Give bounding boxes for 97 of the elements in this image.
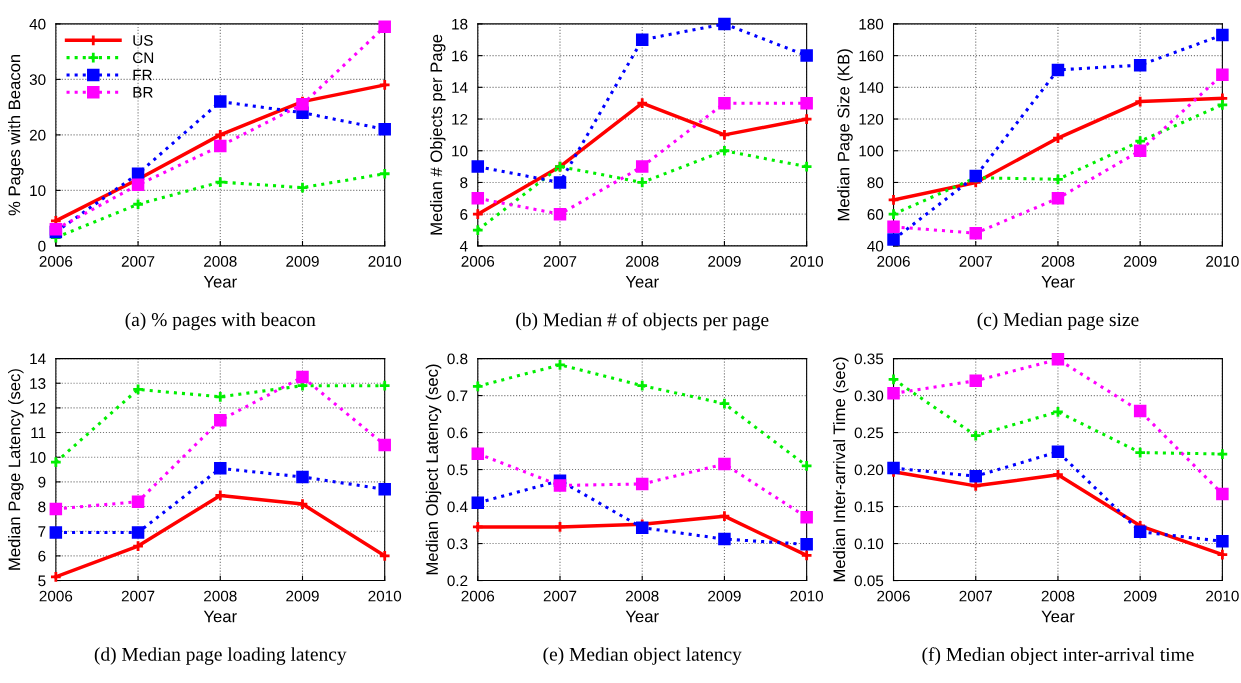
- x-tick-label: 2007: [959, 256, 992, 267]
- y-tick-label: 7: [38, 526, 46, 537]
- text: (c) Median page size: [977, 312, 1139, 331]
- text: (a) % pages with beacon: [125, 312, 316, 331]
- x-axis-title: Year: [1041, 276, 1075, 288]
- x-axis-title: Year: [203, 610, 237, 623]
- x-tick-label: 2006: [39, 256, 73, 267]
- y-tick-label: 0.10: [854, 538, 884, 550]
- y-tick-label: 4: [459, 240, 468, 252]
- y-tick-label: 0.2: [447, 575, 468, 587]
- y-tick-label: 8: [38, 501, 46, 513]
- x-tick-label: 2008: [625, 256, 659, 267]
- y-tick-label: 14: [30, 353, 46, 365]
- y-tick-label: 18: [452, 18, 468, 30]
- y-tick-label: 100: [859, 145, 884, 157]
- x-tick-label: 2010: [368, 256, 402, 267]
- x-axis-title: Year: [625, 610, 659, 623]
- x-tick-label: 2008: [204, 590, 237, 602]
- x-tick-label: 2008: [625, 590, 659, 602]
- y-axis-title: % Pages with Beacon: [8, 54, 24, 216]
- x-tick-label: 2010: [790, 256, 824, 267]
- x-tick-label: 2006: [39, 590, 73, 602]
- x-axis-title: Year: [625, 276, 659, 288]
- x-tick-label: 2009: [286, 256, 319, 267]
- y-tick-label: 10: [30, 452, 46, 463]
- x-tick-label: 2009: [1123, 256, 1157, 267]
- x-tick-label: 2006: [877, 590, 910, 602]
- y-tick-label: 12: [452, 113, 468, 125]
- legend-label: BR: [133, 87, 153, 98]
- y-tick-label: 0.3: [447, 538, 468, 550]
- y-tick-label: 40: [867, 240, 884, 252]
- y-tick-label: 140: [859, 82, 884, 94]
- legend-label: CN: [133, 52, 154, 64]
- x-tick-label: 2006: [877, 256, 910, 267]
- y-tick-label: 9: [38, 476, 46, 488]
- x-tick-label: 2010: [368, 590, 402, 602]
- y-axis-title: Median Inter-arrival Time (sec): [832, 357, 849, 582]
- y-tick-label: 14: [452, 82, 468, 93]
- y-tick-label: 0: [38, 240, 46, 252]
- text: (f) Median object inter-arrival time: [922, 647, 1194, 665]
- y-tick-label: 6: [38, 550, 46, 562]
- x-axis-title: Year: [203, 276, 237, 288]
- y-tick-label: 160: [859, 50, 884, 62]
- y-tick-label: 20: [29, 129, 46, 141]
- y-tick-label: 0.8: [447, 353, 468, 365]
- x-tick-label: 2010: [1206, 590, 1239, 602]
- y-tick-label: 16: [452, 50, 468, 62]
- x-tick-label: 2007: [959, 590, 992, 602]
- y-tick-label: 5: [38, 575, 46, 587]
- y-tick-label: 8: [460, 177, 468, 189]
- x-tick-label: 2008: [1041, 590, 1075, 602]
- y-tick-label: 0.35: [854, 353, 884, 365]
- legend-label: US: [133, 35, 153, 46]
- y-axis-title: Median Page Size (KB): [837, 49, 853, 221]
- x-tick-label: 2009: [708, 256, 741, 267]
- y-axis-title: Median Page Latency (sec): [8, 369, 24, 570]
- x-tick-label: 2006: [461, 590, 495, 602]
- y-tick-label: 0.20: [854, 464, 884, 476]
- y-tick-label: 6: [460, 209, 468, 220]
- y-tick-label: 13: [30, 378, 46, 389]
- y-tick-label: 0.15: [854, 501, 884, 513]
- y-tick-label: 0.5: [447, 464, 468, 476]
- y-tick-label: 0.6: [447, 427, 468, 439]
- x-tick-label: 2007: [121, 590, 155, 602]
- y-axis-title: Median # Objects per Page: [429, 34, 446, 235]
- x-axis-title: Year: [1041, 610, 1075, 623]
- x-tick-label: 2009: [1123, 590, 1157, 602]
- x-tick-label: 2007: [543, 590, 577, 602]
- y-tick-label: 0.4: [447, 501, 468, 513]
- y-tick-label: 0.05: [854, 575, 884, 587]
- x-tick-label: 2010: [790, 590, 824, 602]
- x-tick-label: 2007: [543, 256, 577, 267]
- x-tick-label: 2009: [708, 590, 741, 602]
- y-tick-label: 80: [867, 177, 884, 189]
- x-tick-label: 2007: [121, 256, 155, 267]
- y-tick-label: 180: [859, 18, 884, 30]
- y-tick-label: 11: [31, 427, 46, 439]
- text: (e) Median object latency: [543, 647, 742, 665]
- text: (d) Median page loading latency: [94, 647, 347, 665]
- x-tick-label: 2006: [461, 256, 495, 267]
- y-tick-label: 12: [30, 402, 46, 414]
- y-tick-label: 40: [29, 18, 46, 30]
- x-tick-label: 2008: [1041, 256, 1075, 267]
- x-tick-label: 2008: [204, 256, 237, 267]
- y-tick-label: 120: [859, 113, 884, 125]
- y-tick-label: 0.25: [854, 427, 884, 439]
- y-tick-label: 0.7: [447, 390, 468, 402]
- x-tick-label: 2010: [1206, 256, 1239, 267]
- y-axis-title: Median Object Latency (sec): [425, 364, 442, 575]
- y-tick-label: 60: [867, 209, 884, 220]
- y-tick-label: 0.30: [854, 390, 884, 402]
- y-tick-label: 30: [29, 74, 46, 86]
- legend-label: FR: [133, 69, 152, 81]
- text: (b) Median # of objects per page: [516, 312, 769, 331]
- x-tick-label: 2009: [286, 590, 319, 602]
- y-tick-label: 10: [30, 185, 46, 197]
- y-tick-label: 10: [452, 145, 468, 157]
